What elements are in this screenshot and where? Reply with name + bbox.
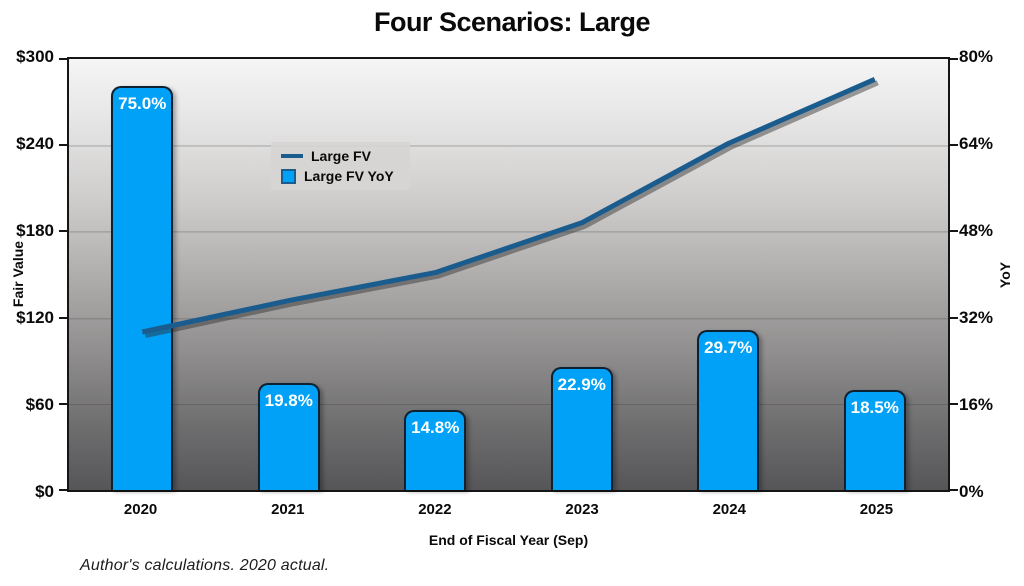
gridline	[69, 231, 948, 234]
bar-value-label: 19.8%	[264, 391, 313, 411]
x-tick-label: 2025	[859, 501, 894, 518]
x-tick-label: 2022	[418, 501, 452, 518]
y-tick-label-right: 0%	[959, 482, 984, 501]
tick-mark-left	[59, 402, 67, 405]
tick-mark-right	[950, 58, 958, 60]
plot-area: 75.0% 19.8% 14.8% 22.9% 29.7% 18.5% Large FV …	[59, 57, 958, 492]
tick-mark-right	[950, 402, 958, 405]
tick-mark-left	[59, 316, 67, 319]
y-axis-left-title: Fair Value	[10, 240, 26, 308]
x-axis-title: End of Fiscal Year (Sep)	[428, 532, 589, 548]
fv-line-chart	[141, 77, 879, 338]
tick-mark-left	[59, 489, 67, 491]
gridline	[69, 317, 948, 320]
tick-mark-left	[59, 144, 67, 147]
y-tick-label-right: 32%	[959, 308, 994, 327]
tick-mark-right	[950, 316, 958, 319]
y-tick-label-left: $0	[35, 482, 54, 501]
x-tick-label: 2020	[123, 501, 158, 518]
y-tick-label-right: 16%	[959, 395, 994, 414]
footnote: Author's calculations. 2020 actual.	[80, 557, 330, 574]
tick-mark-right	[950, 144, 958, 147]
bar-value-label: 18.5%	[850, 398, 899, 418]
legend: Large FV Large FV YoY	[271, 142, 410, 190]
bar-value-label: 22.9%	[557, 374, 606, 394]
x-tick-label: 2023	[565, 501, 599, 518]
gridline	[69, 145, 948, 148]
y-axis-left: $300 $240 $180 $120 $60 $0	[0, 48, 62, 501]
fv-line	[141, 77, 876, 335]
bar-2023: 22.9%	[550, 366, 613, 490]
y-tick-label-right: 64%	[959, 134, 994, 153]
y-tick-label-left: $60	[25, 395, 54, 414]
tick-mark-left	[59, 58, 67, 60]
x-tick-label: 2021	[271, 501, 305, 518]
bar-2020: 75.0%	[111, 85, 174, 490]
y-tick-label-right: 48%	[959, 221, 994, 240]
chart-title: Four Scenarios: Large	[373, 7, 651, 37]
bar-2022: 14.8%	[404, 410, 467, 490]
y-tick-label-left: $120	[16, 308, 54, 327]
tick-mark-right	[950, 230, 958, 233]
legend-item-large-fv-yoy: Large FV YoY	[281, 168, 394, 184]
x-tick-label: 2024	[712, 501, 746, 518]
bar-value-label: 29.7%	[704, 338, 753, 357]
tick-mark-left	[59, 230, 67, 233]
y-tick-label-right: 80%	[959, 47, 994, 66]
gridline	[69, 403, 948, 406]
legend-label: Large FV YoY	[304, 168, 394, 184]
y-tick-label-left: $180	[16, 221, 54, 240]
bar-2021: 19.8%	[257, 383, 320, 490]
y-axis-right-title: YoY	[997, 261, 1013, 289]
legend-label: Large FV	[311, 148, 371, 164]
tick-mark-right	[950, 489, 958, 491]
y-tick-label-left: $300	[16, 47, 54, 66]
line-swatch-icon	[281, 154, 303, 158]
fv-line-shadow	[144, 80, 879, 338]
y-axis-right: 80% 64% 48% 32% 16% 0%	[953, 48, 1023, 501]
bar-value-label: 14.8%	[411, 418, 460, 438]
y-tick-label-left: $240	[16, 134, 54, 153]
bar-2024: 29.7%	[697, 330, 760, 490]
square-swatch-icon	[281, 168, 296, 184]
bar-2025: 18.5%	[843, 390, 906, 490]
bar-value-label: 75.0%	[118, 93, 167, 113]
x-axis-labels: 2020 2021 2022 2023 2024 2025	[67, 501, 950, 521]
legend-item-large-fv: Large FV	[281, 148, 394, 164]
